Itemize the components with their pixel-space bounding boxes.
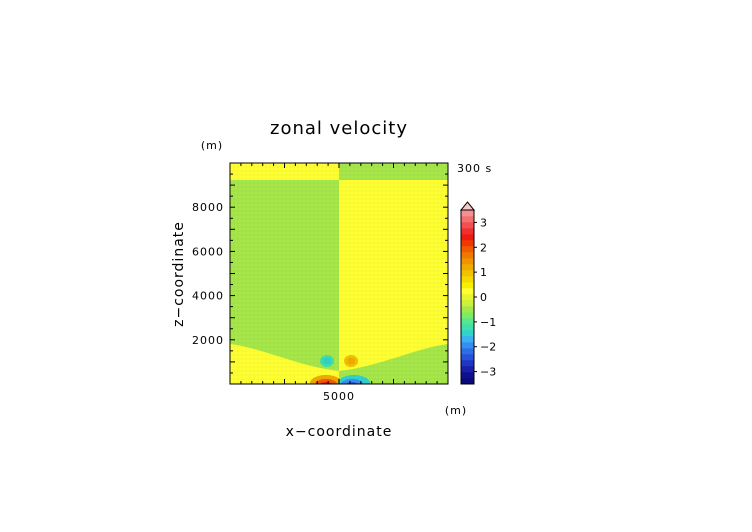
time-label: 300 s — [457, 162, 492, 175]
colorbar-swatch — [461, 228, 474, 235]
plot-area — [230, 163, 448, 384]
colorbar-extend-arrow — [459, 201, 476, 211]
y-tick-label: 4000 — [192, 290, 224, 303]
colorbar-label: 0 — [480, 291, 487, 304]
region-upper-right — [339, 163, 448, 384]
y-tick-label: 8000 — [192, 201, 224, 214]
colorbar-swatch — [461, 210, 474, 217]
colorbar-swatch — [461, 294, 474, 301]
colorbar-swatch — [461, 306, 474, 313]
chart-title: zonal velocity — [270, 118, 408, 139]
orange-blob-core — [347, 357, 355, 365]
x-axis-label: x−coordinate — [286, 424, 393, 440]
x-unit-label: (m) — [445, 404, 467, 417]
colorbar-swatch — [461, 282, 474, 289]
colorbar-swatch — [461, 240, 474, 247]
region-top-strip-right — [339, 163, 448, 180]
colorbar-swatch — [461, 360, 474, 367]
colorbar-swatch — [461, 270, 474, 277]
y-axis-label: z−coordinate — [171, 221, 187, 327]
region-top-strip-left — [230, 163, 339, 180]
colorbar-swatch — [461, 366, 474, 373]
colorbar-swatch — [461, 300, 474, 307]
colorbar-swatch — [461, 378, 474, 385]
colorbar-label: −3 — [480, 366, 496, 379]
colorbar-swatch — [461, 258, 474, 265]
colorbar-label: 2 — [480, 241, 487, 254]
colorbar-swatch — [461, 342, 474, 349]
y-tick-label: 2000 — [192, 334, 224, 347]
y-unit-label: (m) — [201, 139, 223, 152]
region-lower-right — [339, 344, 448, 384]
colorbar-label: 3 — [480, 216, 487, 229]
colorbar-swatch — [461, 288, 474, 295]
colorbar-swatch — [461, 318, 474, 325]
colorbar-swatch — [461, 252, 474, 259]
colorbar-swatch — [461, 348, 474, 355]
blue-blob — [341, 379, 363, 384]
y-tick-label: 6000 — [192, 245, 224, 258]
colorbar-swatch — [461, 312, 474, 319]
colorbar-swatch — [461, 234, 474, 241]
colorbar-label: −1 — [480, 316, 496, 329]
colorbar-swatch — [461, 276, 474, 283]
colorbar-label: −2 — [480, 341, 496, 354]
x-tick-label: 5000 — [323, 390, 355, 403]
colorbar-swatch — [461, 336, 474, 343]
colorbar-swatch — [461, 216, 474, 223]
colorbar: 3 2 1 0 −1 −2 −3 — [459, 201, 496, 385]
colorbar-swatch — [461, 222, 474, 229]
colorbar-swatch — [461, 330, 474, 337]
colorbar-label: 1 — [480, 266, 487, 279]
red-blob — [315, 379, 337, 384]
grid-texture — [230, 163, 448, 384]
cyan-blob-core — [323, 357, 331, 365]
colorbar-swatch — [461, 354, 474, 361]
region-lower-left — [230, 344, 339, 384]
axes: 5000 2000 4000 6000 8000 — [192, 163, 448, 403]
colorbar-swatch — [461, 246, 474, 253]
region-upper-left — [230, 163, 339, 384]
colorbar-swatch — [461, 264, 474, 271]
colorbar-swatch — [461, 372, 474, 379]
colorbar-swatch — [461, 324, 474, 331]
